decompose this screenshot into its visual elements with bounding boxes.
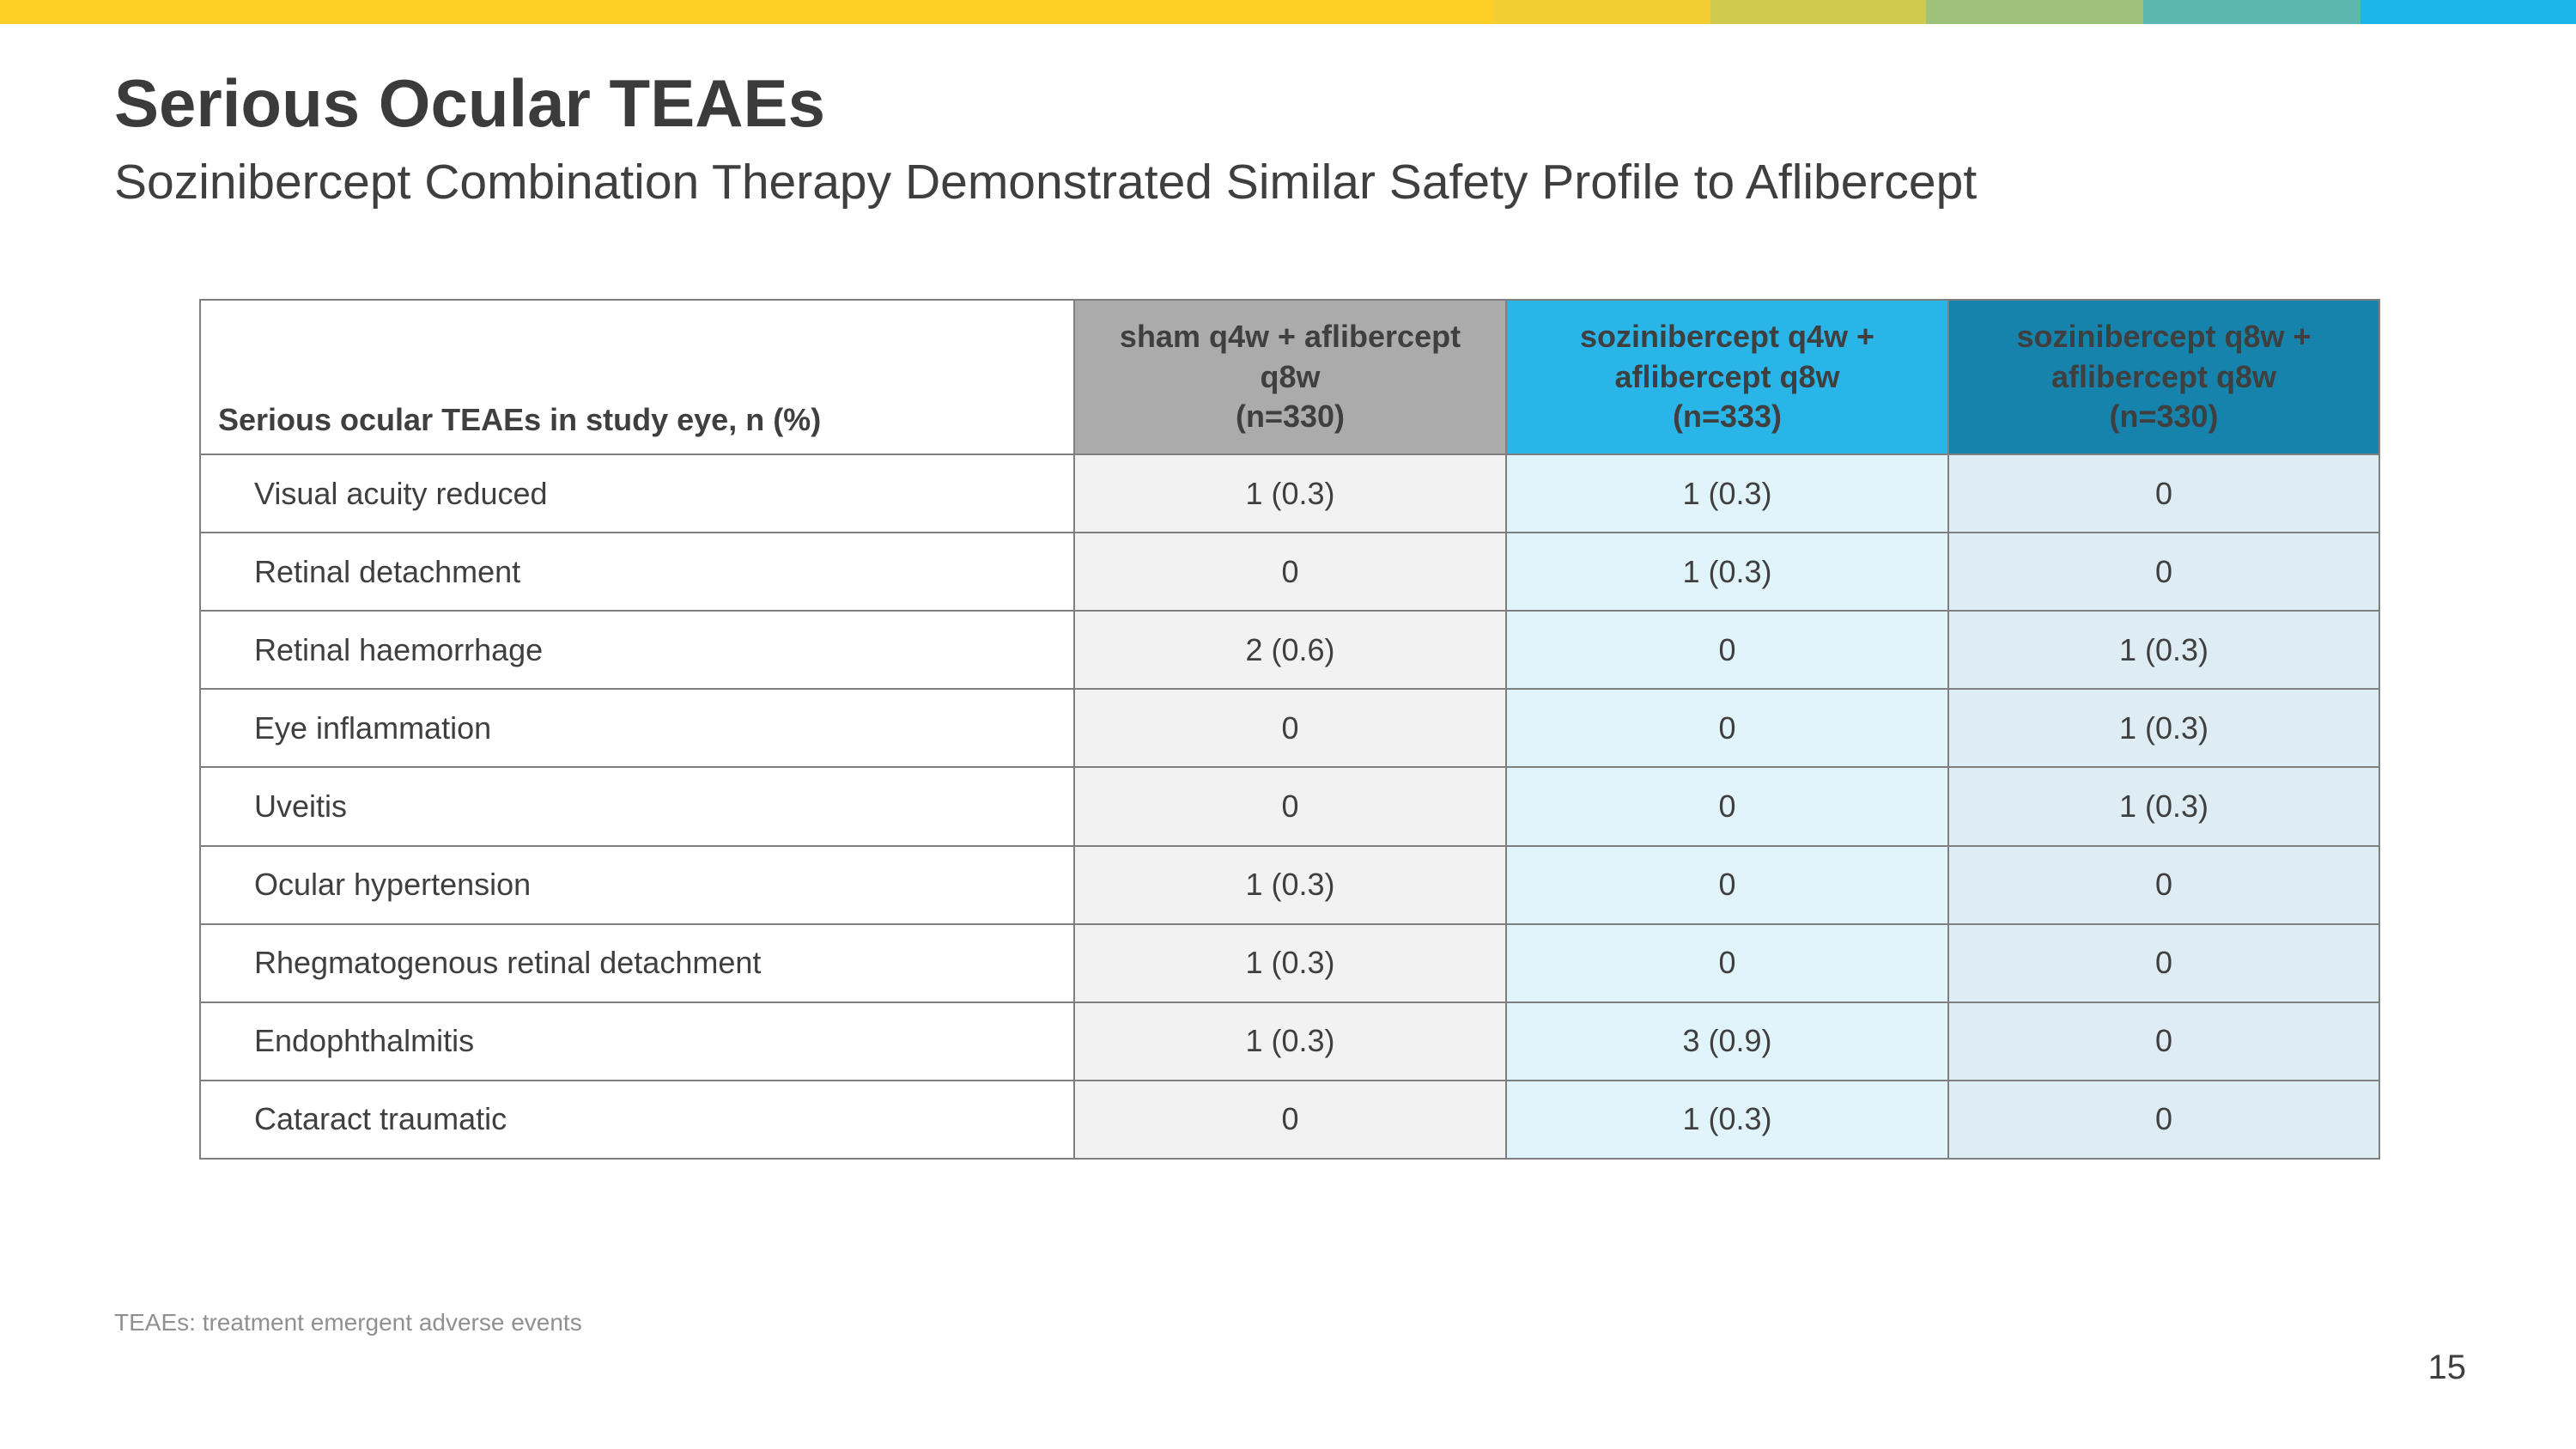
value-cell: 1 (0.3)	[1073, 922, 1507, 1003]
row-label: Eye inflammation	[199, 688, 1075, 769]
value-cell: 1 (0.3)	[1073, 844, 1507, 925]
value-cell: 0	[1947, 922, 2380, 1003]
value-cell: 2 (0.6)	[1073, 610, 1507, 691]
column-header-line: (n=333)	[1672, 399, 1783, 435]
value-cell: 0	[1505, 922, 1949, 1003]
row-label: Retinal detachment	[199, 532, 1075, 612]
value-cell: 0	[1947, 1079, 2380, 1160]
value-cell: 1 (0.3)	[1505, 454, 1949, 534]
value-cell: 1 (0.3)	[1947, 610, 2380, 691]
value-cell: 0	[1073, 1079, 1507, 1160]
value-cell: 0	[1073, 766, 1507, 847]
accent-segment-green	[1926, 0, 2143, 24]
table-row: Eye inflammation 0 0 1 (0.3)	[199, 688, 2380, 769]
table-row: Ocular hypertension 1 (0.3) 0 0	[199, 844, 2380, 925]
slide-subtitle: Sozinibercept Combination Therapy Demons…	[114, 155, 1978, 210]
value-cell: 0	[1947, 532, 2380, 612]
column-header-line: (n=330)	[2109, 399, 2219, 435]
table-row: Retinal haemorrhage 2 (0.6) 0 1 (0.3)	[199, 610, 2380, 691]
value-cell: 1 (0.3)	[1073, 454, 1507, 534]
column-header-line: aflibercept q8w	[1614, 358, 1840, 394]
value-cell: 3 (0.9)	[1505, 1001, 1949, 1081]
column-header-line: aflibercept q8w	[2050, 358, 2277, 394]
row-label: Visual acuity reduced	[199, 454, 1075, 534]
value-cell: 1 (0.3)	[1073, 1001, 1507, 1081]
value-cell: 1 (0.3)	[1947, 688, 2380, 769]
value-cell: 0	[1505, 844, 1949, 925]
value-cell: 0	[1073, 688, 1507, 769]
column-header-line: (n=330)	[1235, 399, 1346, 435]
footnote: TEAEs: treatment emergent adverse events	[114, 1309, 582, 1336]
column-header-line: q8w	[1260, 358, 1321, 394]
row-label: Ocular hypertension	[199, 844, 1075, 925]
top-accent-bar	[0, 0, 2576, 24]
value-cell: 0	[1947, 1001, 2380, 1081]
column-header-line: sozinibercept q8w +	[2016, 318, 2312, 354]
value-cell: 1 (0.3)	[1505, 532, 1949, 612]
table-row: Retinal detachment 0 1 (0.3) 0	[199, 532, 2380, 612]
accent-segment-yellow	[0, 0, 1493, 24]
table-row: Uveitis 0 0 1 (0.3)	[199, 766, 2380, 847]
value-cell: 0	[1505, 688, 1949, 769]
accent-segment-gold	[1493, 0, 1710, 24]
slide-title: Serious Ocular TEAEs	[114, 65, 825, 141]
column-header-line: sozinibercept q4w +	[1579, 318, 1875, 354]
value-cell: 0	[1947, 844, 2380, 925]
accent-segment-teal	[2143, 0, 2360, 24]
row-header-label: Serious ocular TEAEs in study eye, n (%)	[199, 298, 1075, 456]
row-label: Endophthalmitis	[199, 1001, 1075, 1081]
column-header-line: sham q4w + aflibercept	[1119, 318, 1461, 354]
column-header-sozinibercept-q4w: sozinibercept q4w + aflibercept q8w (n=3…	[1505, 298, 1949, 456]
row-label: Rhegmatogenous retinal detachment	[199, 922, 1075, 1003]
value-cell: 0	[1073, 532, 1507, 612]
value-cell: 1 (0.3)	[1947, 766, 2380, 847]
row-label: Retinal haemorrhage	[199, 610, 1075, 691]
value-cell: 1 (0.3)	[1505, 1079, 1949, 1160]
value-cell: 0	[1947, 454, 2380, 534]
accent-segment-yellow-green	[1710, 0, 1926, 24]
table-row: Visual acuity reduced 1 (0.3) 1 (0.3) 0	[199, 454, 2380, 534]
table-row: Cataract traumatic 0 1 (0.3) 0	[199, 1079, 2380, 1160]
table-header-row: Serious ocular TEAEs in study eye, n (%)…	[199, 298, 2380, 456]
column-header-sozinibercept-q8w: sozinibercept q8w + aflibercept q8w (n=3…	[1947, 298, 2380, 456]
row-label: Cataract traumatic	[199, 1079, 1075, 1160]
value-cell: 0	[1505, 610, 1949, 691]
table-row: Rhegmatogenous retinal detachment 1 (0.3…	[199, 922, 2380, 1003]
row-label: Uveitis	[199, 766, 1075, 847]
table-row: Endophthalmitis 1 (0.3) 3 (0.9) 0	[199, 1001, 2380, 1081]
page-number: 15	[2427, 1349, 2467, 1386]
value-cell: 0	[1505, 766, 1949, 847]
teae-table: Serious ocular TEAEs in study eye, n (%)…	[199, 298, 2380, 1160]
accent-segment-blue	[2360, 0, 2576, 24]
column-header-sham: sham q4w + aflibercept q8w (n=330)	[1073, 298, 1507, 456]
